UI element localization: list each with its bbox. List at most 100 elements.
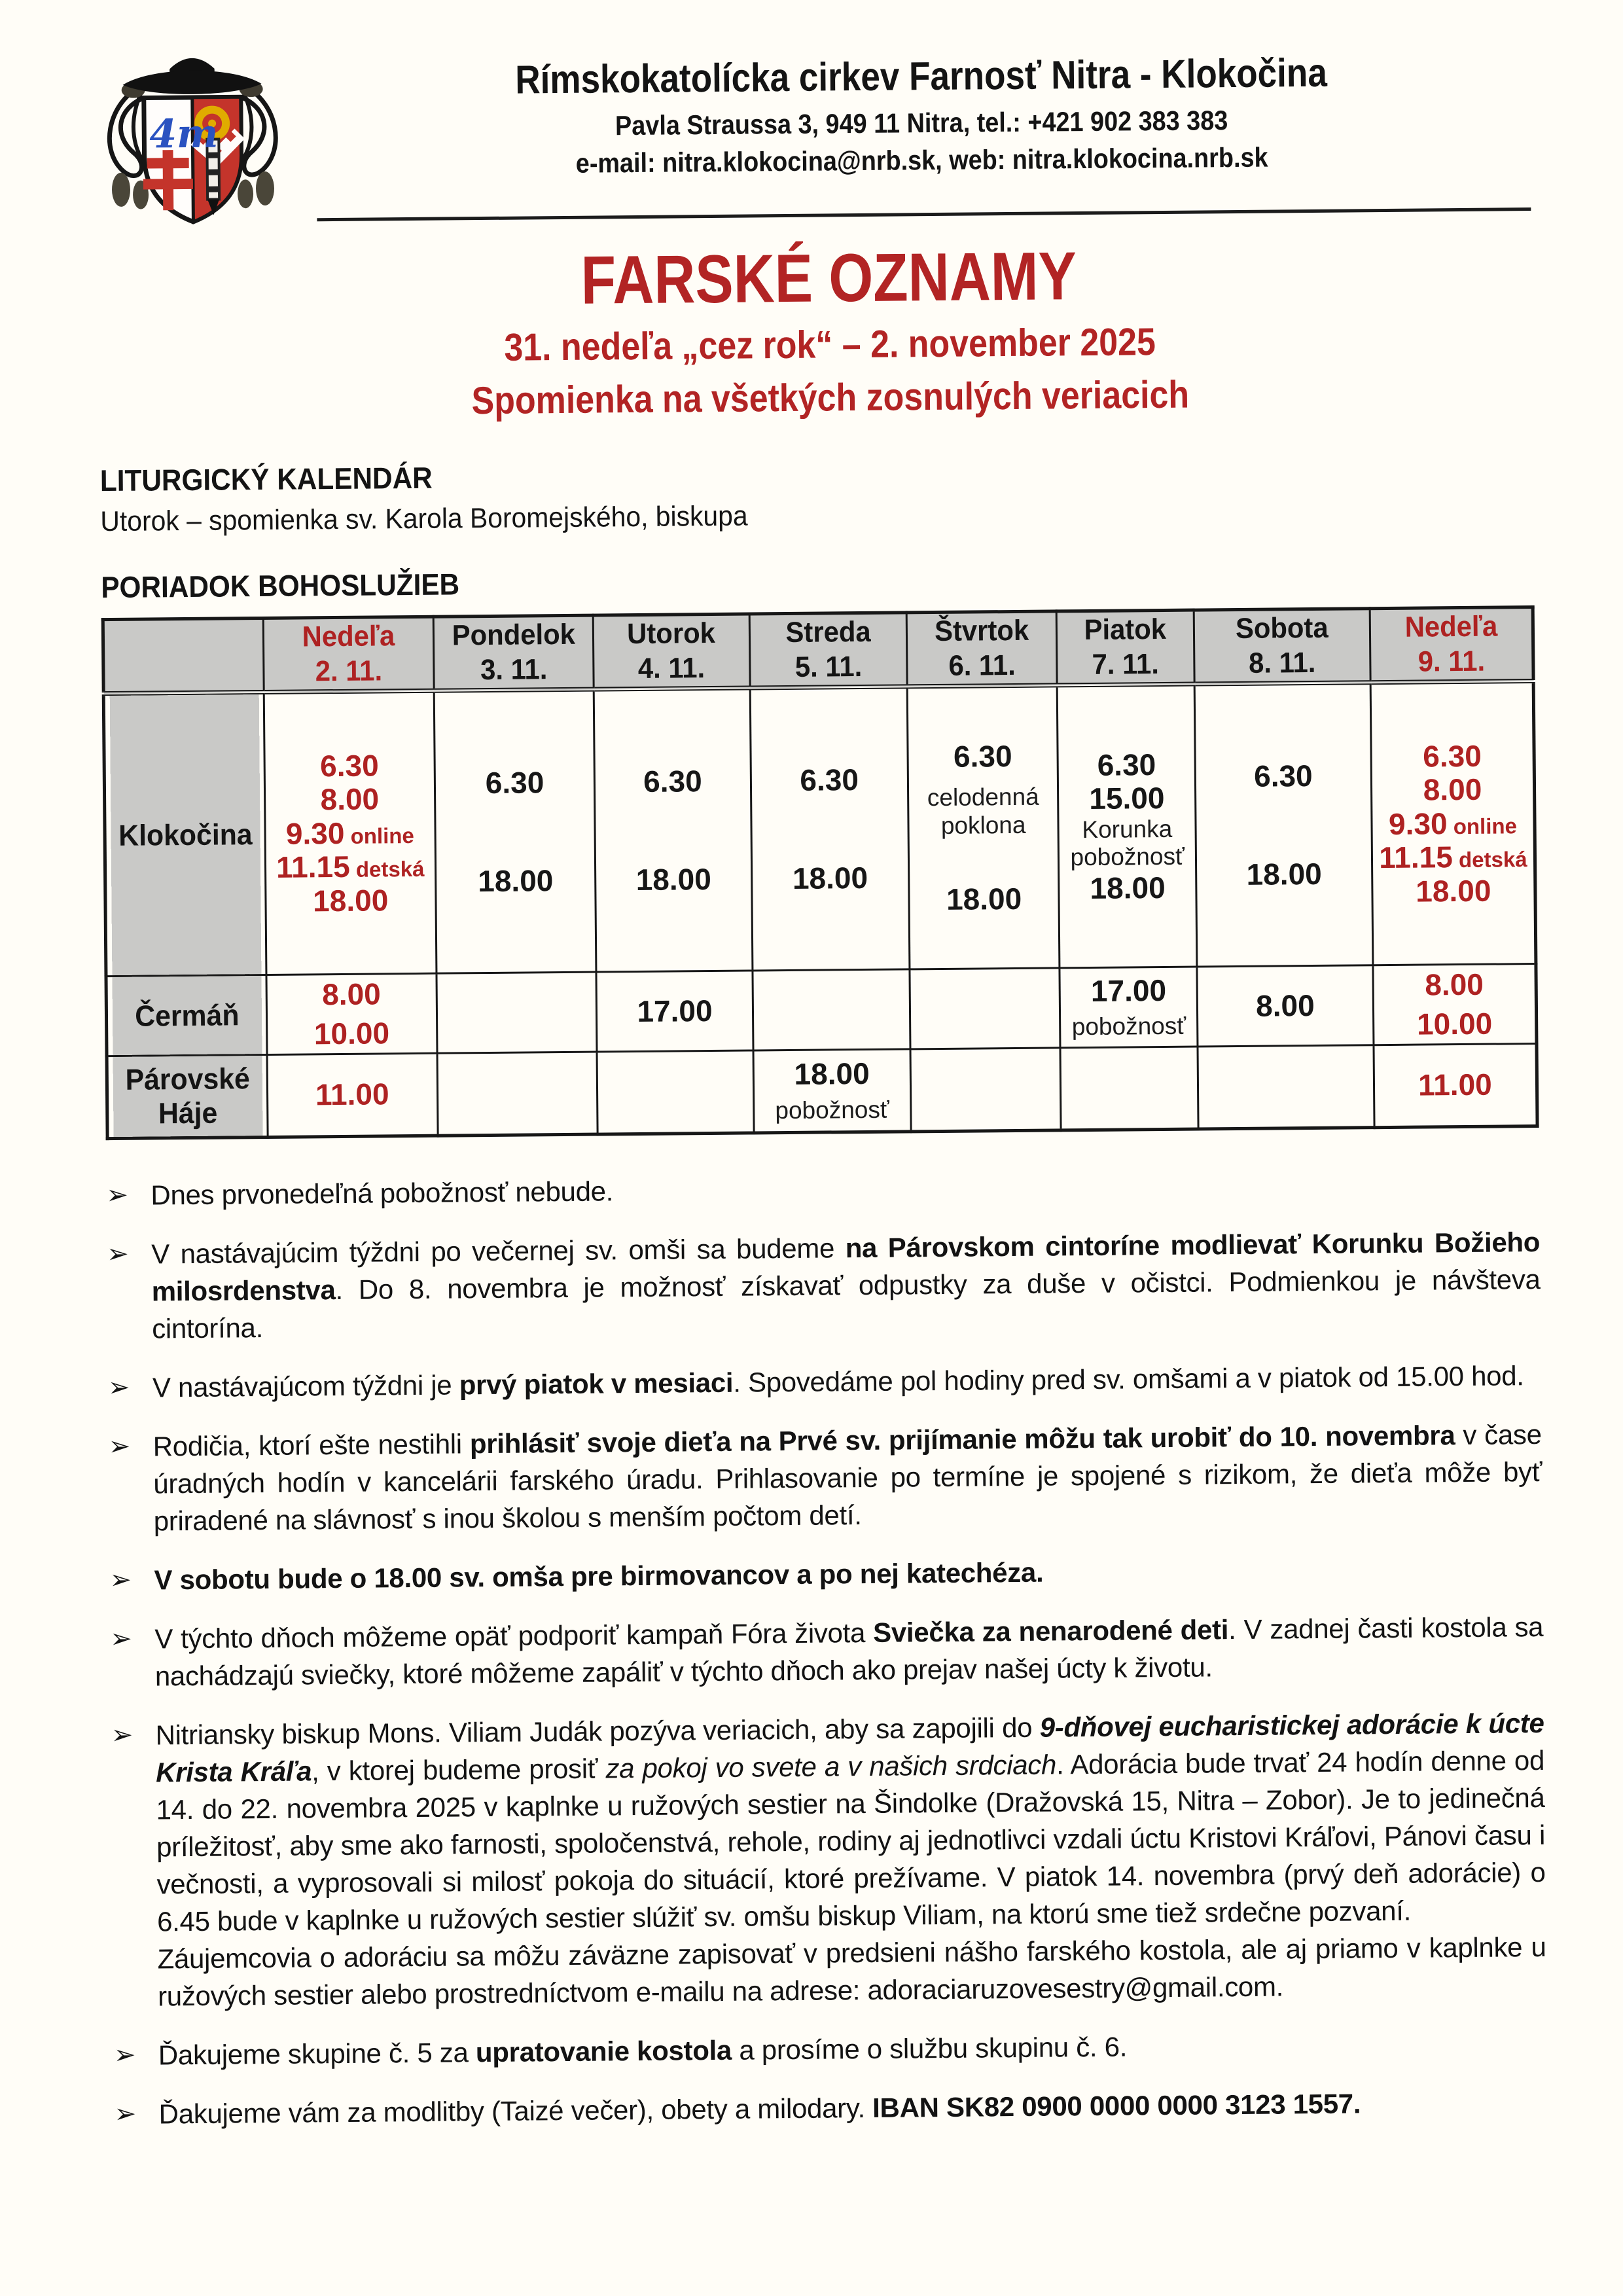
- schedule-place-label: Párovské Háje: [111, 1054, 264, 1139]
- announcement-text: Dnes prvonedeľná pobožnosť nebude.: [151, 1164, 1539, 1214]
- mass-time: 6.30: [319, 748, 379, 783]
- mass-time: 18.00: [478, 863, 554, 898]
- mass-time: 17.00: [637, 993, 713, 1028]
- schedule-cell-content: 11.00: [1375, 1067, 1536, 1103]
- schedule-day-name: Utorok: [627, 617, 716, 650]
- mass-time: 17.00: [1090, 973, 1167, 1008]
- schedule-cell-content: 8.00 10.00: [1374, 967, 1535, 1041]
- announcement-run: Ďakujeme vám za modlitby (Taizé večer), …: [158, 2092, 873, 2130]
- schedule-cell: [910, 1047, 1061, 1132]
- announcement-run: . Do 8. novembra je možnosť získavať odp…: [151, 1264, 1541, 1344]
- mass-note: Korunka: [1082, 815, 1173, 843]
- liturgical-calendar-heading: LITURGICKÝ KALENDÁR: [99, 460, 433, 497]
- schedule-table-body: Nedeľa 2. 11. Pondelok 3. 11. Utorok 4. 11. St…: [103, 607, 1538, 1139]
- bullet-arrow-icon: ➢: [114, 2099, 137, 2129]
- schedule-heading: PORIADOK BOHOSLUŽIEB: [101, 567, 460, 604]
- schedule-row: Čermáň 8.00 10.00 17.00 17.00 pobožnosť 8.00 8.…: [106, 963, 1537, 1056]
- mass-note: pobožnosť: [775, 1096, 889, 1124]
- schedule-cell: 11.00: [266, 1053, 438, 1138]
- announcement-text: V sobotu bude o 18.00 sv. omša pre birmo…: [154, 1549, 1543, 1599]
- schedule-day-header: Nedeľa 9. 11.: [1370, 607, 1534, 683]
- mass-time: 6.30: [1423, 738, 1482, 774]
- mass-time-qualifier: detská: [1452, 847, 1527, 872]
- announcement-run: V nastávajúcim týždni po večernej sv. om…: [151, 1232, 846, 1270]
- page-title: FARSKÉ OZNAMY: [580, 238, 1077, 319]
- schedule-cell-content: [1061, 1088, 1197, 1089]
- schedule-day-header: Štvrtok 6. 11.: [906, 611, 1058, 687]
- announcement-text: Rodičia, ktorí ešte nestihli prihlásiť s…: [153, 1416, 1543, 1540]
- mass-time-qualifier: online: [1447, 814, 1518, 839]
- announcement-run: Nitriansky biskup Mons. Viliam Judák poz…: [155, 1712, 1040, 1751]
- announcement-run: IBAN SK82 0900 0000 0000 3123 1557.: [872, 2088, 1361, 2124]
- header-text-block: Rímskokatolícka cirkev Farnosť Nitra - K…: [312, 29, 1531, 184]
- announcement-item: ➢ V sobotu bude o 18.00 sv. omša pre birm…: [109, 1549, 1543, 1599]
- mass-time: 6.30: [800, 762, 859, 797]
- schedule-day-date: 4. 11.: [638, 652, 705, 685]
- bulletin-header: 4m Rímskokatolícka cirkev Farnosť Nitra …: [96, 29, 1531, 238]
- announcement-run: a prosíme o službu skupinu č. 6.: [731, 2031, 1128, 2066]
- mass-time-qualifier: detská: [349, 857, 425, 882]
- schedule-cell: 6.30 15.00 Korunka pobožnosť 18.00: [1057, 684, 1198, 968]
- schedule-cell: 6.30 18.00: [1194, 682, 1373, 967]
- mass-time: 8.00: [1423, 772, 1482, 807]
- schedule-cell-content: 17.00: [597, 994, 752, 1029]
- mass-time: 18.00: [1246, 856, 1322, 891]
- mass-schedule-table: Nedeľa 2. 11. Pondelok 3. 11. Utorok 4. 11. St…: [101, 605, 1539, 1141]
- mass-time: 18.00: [794, 1056, 870, 1091]
- schedule-day-name: Piatok: [1084, 613, 1167, 646]
- mass-note: celodenná poklona: [927, 783, 1039, 839]
- parish-name: Rímskokatolícka cirkev Farnosť Nitra - K…: [514, 50, 1328, 102]
- bullet-arrow-icon: ➢: [108, 1431, 131, 1462]
- announcement-run: za pokoj vo svete a v našich srdciach: [605, 1749, 1057, 1784]
- mass-time: 10.00: [1416, 1006, 1493, 1041]
- bullet-arrow-icon: ➢: [107, 1372, 130, 1403]
- announcement-text: V nastávajúcim týždni po večernej sv. om…: [151, 1223, 1541, 1348]
- announcement-run: V sobotu bude o 18.00 sv. omša pre birmo…: [154, 1556, 1044, 1596]
- schedule-day-date: 3. 11.: [480, 653, 548, 687]
- mass-time: 18.00: [312, 883, 389, 918]
- mass-time: 11.15 detská: [276, 850, 425, 885]
- mass-time: 6.30: [485, 765, 544, 800]
- mass-time: 11.15 detská: [1379, 840, 1527, 875]
- schedule-cell-content: 6.30 18.00: [1196, 759, 1371, 891]
- announcements-list: ➢ Dnes prvonedeľná pobožnosť nebude. ➢ V na…: [106, 1164, 1548, 2133]
- schedule-row: Klokočina 6.30 8.00 9.30 online 11.15 detská…: [103, 681, 1536, 977]
- schedule-day-name: Nedeľa: [302, 619, 395, 653]
- announcement-item: ➢ V týchto dňoch môžeme opäť podporiť kam…: [110, 1608, 1544, 1695]
- mass-time: 18.00: [792, 860, 868, 895]
- parish-coat-of-arms-logo: 4m: [107, 58, 278, 224]
- schedule-day-date: 9. 11.: [1418, 645, 1486, 679]
- mass-time: 18.00: [1090, 870, 1166, 905]
- mass-time: 9.30 online: [1388, 806, 1518, 841]
- schedule-cell: 6.30 8.00 9.30 online 11.15 detská 18.00: [263, 691, 437, 975]
- schedule-day-date: 2. 11.: [315, 655, 383, 688]
- schedule-header-row: Nedeľa 2. 11. Pondelok 3. 11. Utorok 4. 11. St…: [103, 607, 1534, 694]
- announcement-text: Nitriansky biskup Mons. Viliam Judák poz…: [155, 1704, 1546, 2015]
- bullet-arrow-icon: ➢: [110, 1624, 133, 1654]
- schedule-day-date: 8. 11.: [1249, 647, 1316, 680]
- announcement-item: ➢ Rodičia, ktorí ešte nestihli prihlásiť …: [109, 1416, 1543, 1540]
- bullet-arrow-icon: ➢: [109, 1565, 132, 1595]
- announcement-run: , v ktorej budeme prosiť: [311, 1753, 606, 1787]
- schedule-cell: [597, 1050, 754, 1135]
- schedule-day-header: Sobota 8. 11.: [1194, 608, 1371, 685]
- schedule-day-name: Pondelok: [452, 618, 575, 652]
- schedule-corner-cell: [103, 618, 264, 694]
- mass-time: 8.00: [321, 977, 381, 1012]
- schedule-day-name: Štvrtok: [934, 614, 1029, 647]
- schedule-cell-content: [438, 1093, 597, 1094]
- schedule-cell: [1060, 1047, 1199, 1130]
- mass-time: 8.00: [320, 781, 380, 817]
- announcement-run: V nastávajúcom týždni je: [152, 1369, 459, 1403]
- announcement-item: ➢ Nitriansky biskup Mons. Viliam Judák po…: [111, 1704, 1546, 2015]
- schedule-cell-content: [912, 1088, 1060, 1090]
- mass-time: 10.00: [313, 1015, 390, 1050]
- schedule-place-label: Klokočina: [107, 692, 262, 977]
- schedule-cell: 6.30 18.00: [749, 686, 910, 971]
- announcement-text: Ďakujeme vám za modlitby (Taizé večer), …: [158, 2083, 1547, 2133]
- mass-time: 8.00: [1255, 988, 1315, 1023]
- mass-time: 18.00: [1416, 873, 1491, 908]
- schedule-cell: 6.30 8.00 9.30 online 11.15 detská 18.00: [1370, 681, 1536, 965]
- mass-time: 8.00: [1425, 967, 1484, 1002]
- announcement-item: ➢ Ďakujeme vám za modlitby (Taizé večer),…: [114, 2083, 1547, 2133]
